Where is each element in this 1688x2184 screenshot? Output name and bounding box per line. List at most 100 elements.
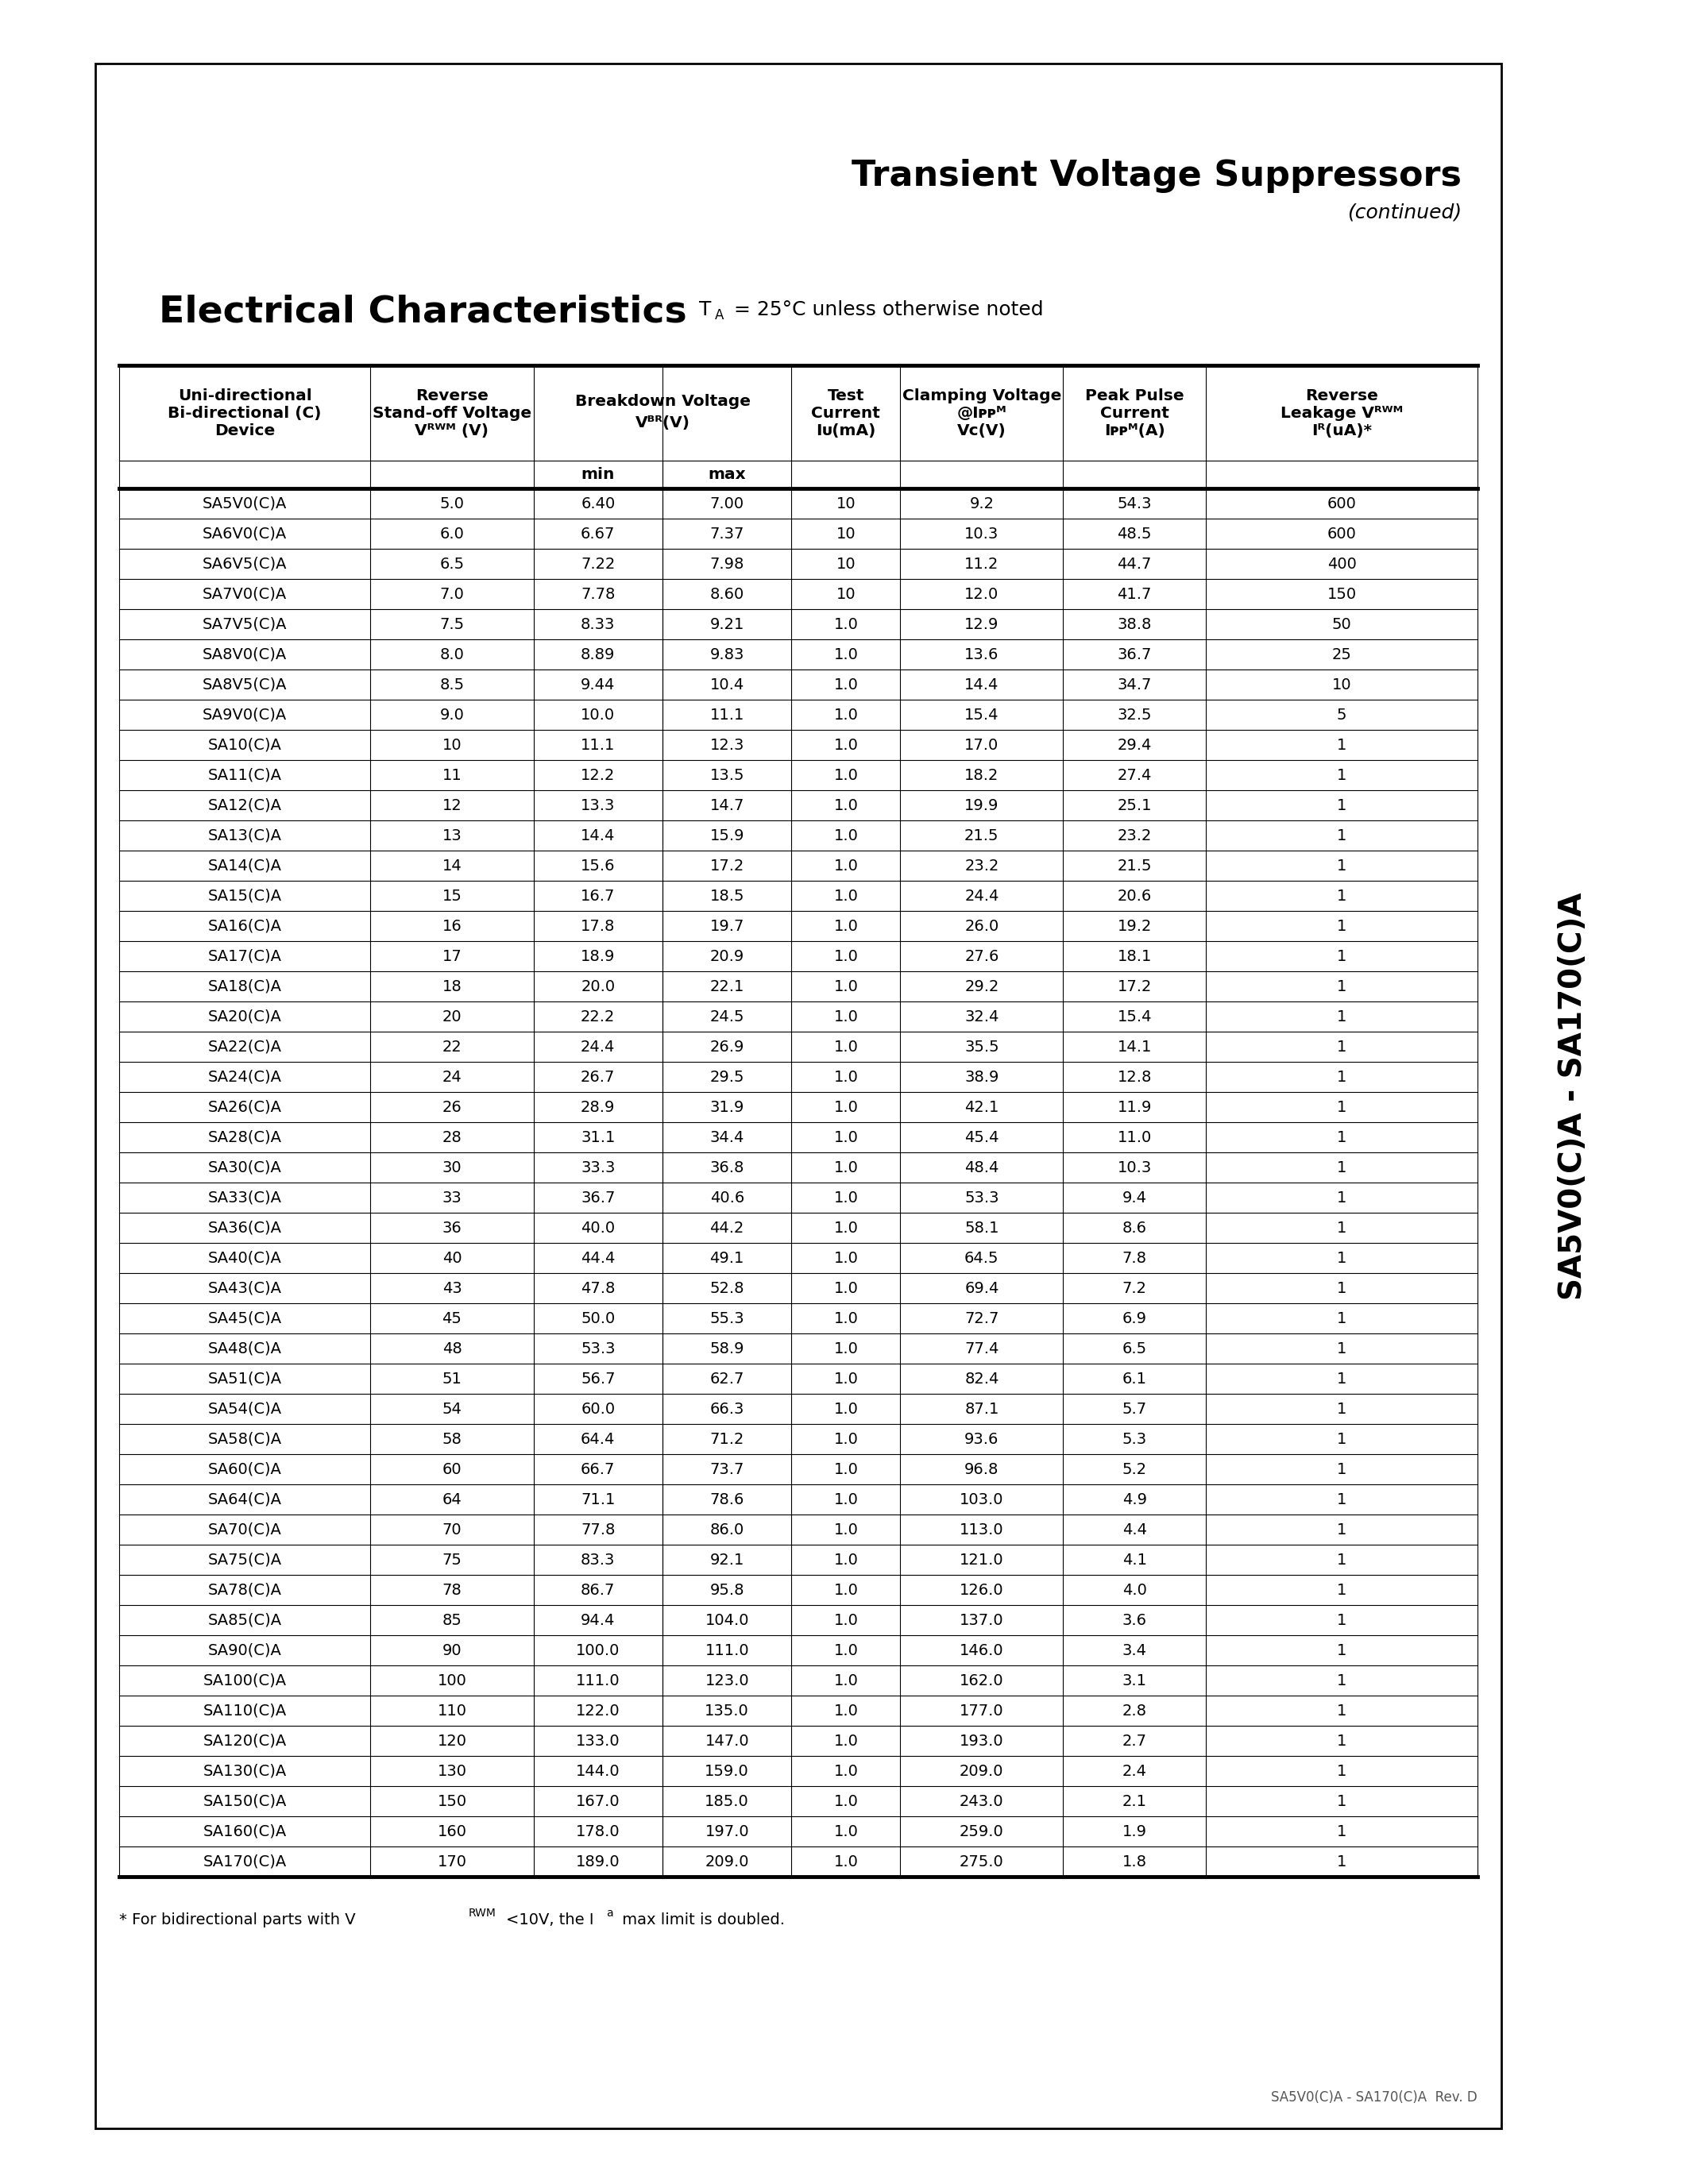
Text: 24.4: 24.4	[581, 1040, 614, 1055]
Text: 150: 150	[437, 1793, 466, 1808]
Text: Stand-off Voltage: Stand-off Voltage	[373, 406, 532, 422]
Text: Iᴘᴘᴹ(A): Iᴘᴘᴹ(A)	[1104, 424, 1165, 439]
Text: 3.4: 3.4	[1123, 1642, 1146, 1658]
Text: 17: 17	[442, 948, 463, 963]
Text: 23.2: 23.2	[1117, 828, 1151, 843]
Text: 17.0: 17.0	[964, 738, 999, 753]
Text: 36.7: 36.7	[1117, 646, 1151, 662]
Text: 64.5: 64.5	[964, 1251, 999, 1265]
Text: 66.3: 66.3	[709, 1402, 744, 1417]
Text: 18: 18	[442, 978, 463, 994]
Text: 1.0: 1.0	[834, 1704, 858, 1719]
Text: 1.0: 1.0	[834, 1221, 858, 1236]
Text: max limit is doubled.: max limit is doubled.	[618, 1913, 785, 1928]
Text: 22: 22	[442, 1040, 463, 1055]
Text: 1.0: 1.0	[834, 1854, 858, 1870]
Text: 53.3: 53.3	[964, 1190, 999, 1206]
Text: SA58(C)A: SA58(C)A	[208, 1431, 282, 1446]
Text: 11: 11	[442, 767, 463, 782]
Text: SA16(C)A: SA16(C)A	[208, 919, 282, 933]
Text: 13.3: 13.3	[581, 797, 614, 812]
Text: SA36(C)A: SA36(C)A	[208, 1221, 282, 1236]
Text: 6.67: 6.67	[581, 526, 614, 542]
Text: 1.0: 1.0	[834, 1824, 858, 1839]
Text: 100.0: 100.0	[576, 1642, 619, 1658]
Text: 51: 51	[442, 1372, 463, 1387]
Text: 1: 1	[1337, 1402, 1347, 1417]
Text: SA90(C)A: SA90(C)A	[208, 1642, 282, 1658]
Text: max: max	[707, 467, 746, 483]
Text: 54.3: 54.3	[1117, 496, 1151, 511]
Text: SA11(C)A: SA11(C)A	[208, 767, 282, 782]
Text: 55.3: 55.3	[709, 1310, 744, 1326]
Text: 45: 45	[442, 1310, 463, 1326]
Text: 1.0: 1.0	[834, 858, 858, 874]
Text: 1.0: 1.0	[834, 708, 858, 723]
Text: 123.0: 123.0	[706, 1673, 749, 1688]
Text: SA10(C)A: SA10(C)A	[208, 738, 282, 753]
Text: 10: 10	[1332, 677, 1352, 692]
Text: 6.0: 6.0	[439, 526, 464, 542]
Text: 9.21: 9.21	[709, 616, 744, 631]
Text: 13: 13	[442, 828, 463, 843]
Text: 18.2: 18.2	[964, 767, 999, 782]
Text: 34.4: 34.4	[709, 1129, 744, 1144]
Text: 10: 10	[442, 738, 463, 753]
Text: SA130(C)A: SA130(C)A	[203, 1762, 287, 1778]
Text: 26.0: 26.0	[964, 919, 999, 933]
Text: 1: 1	[1337, 1762, 1347, 1778]
Text: 78: 78	[442, 1583, 463, 1597]
Text: 71.1: 71.1	[581, 1492, 614, 1507]
Text: 209.0: 209.0	[960, 1762, 1004, 1778]
Text: 15.4: 15.4	[964, 708, 999, 723]
Text: 135.0: 135.0	[706, 1704, 749, 1719]
Text: 14.1: 14.1	[1117, 1040, 1151, 1055]
Text: 10.3: 10.3	[1117, 1160, 1151, 1175]
Text: 14: 14	[442, 858, 463, 874]
Text: 1.0: 1.0	[834, 677, 858, 692]
Text: 1.0: 1.0	[834, 1553, 858, 1568]
Text: 52.8: 52.8	[709, 1280, 744, 1295]
Text: 14.4: 14.4	[581, 828, 614, 843]
Text: 3.1: 3.1	[1123, 1673, 1146, 1688]
Text: 1: 1	[1337, 1461, 1347, 1476]
Text: SA54(C)A: SA54(C)A	[208, 1402, 282, 1417]
Text: 18.9: 18.9	[581, 948, 614, 963]
Text: 1.0: 1.0	[834, 1190, 858, 1206]
Text: 82.4: 82.4	[964, 1372, 999, 1387]
Text: 400: 400	[1327, 557, 1357, 572]
Text: 10: 10	[836, 526, 856, 542]
Text: 5.0: 5.0	[439, 496, 464, 511]
Text: 3.6: 3.6	[1123, 1612, 1146, 1627]
Text: 64: 64	[442, 1492, 463, 1507]
Text: 62.7: 62.7	[709, 1372, 744, 1387]
Text: 10.4: 10.4	[711, 677, 744, 692]
Text: SA26(C)A: SA26(C)A	[208, 1099, 282, 1114]
Text: 7.2: 7.2	[1123, 1280, 1146, 1295]
Text: 41.7: 41.7	[1117, 587, 1151, 601]
Text: 58: 58	[442, 1431, 463, 1446]
Text: 177.0: 177.0	[959, 1704, 1004, 1719]
Text: 159.0: 159.0	[706, 1762, 749, 1778]
Text: 16.7: 16.7	[581, 889, 614, 904]
Text: 600: 600	[1327, 496, 1357, 511]
Text: 12.8: 12.8	[1117, 1070, 1151, 1085]
Text: 1.0: 1.0	[834, 1341, 858, 1356]
Text: 1.0: 1.0	[834, 1673, 858, 1688]
Text: SA60(C)A: SA60(C)A	[208, 1461, 282, 1476]
Text: 111.0: 111.0	[706, 1642, 749, 1658]
Text: 4.1: 4.1	[1123, 1553, 1146, 1568]
Text: 15.6: 15.6	[581, 858, 614, 874]
Text: 8.89: 8.89	[581, 646, 614, 662]
Text: 1: 1	[1337, 1492, 1347, 1507]
Text: SA40(C)A: SA40(C)A	[208, 1251, 282, 1265]
Text: 5.3: 5.3	[1123, 1431, 1146, 1446]
Text: 18.5: 18.5	[709, 889, 744, 904]
Text: SA45(C)A: SA45(C)A	[208, 1310, 282, 1326]
Text: 167.0: 167.0	[576, 1793, 619, 1808]
Text: 16: 16	[442, 919, 463, 933]
Text: SA51(C)A: SA51(C)A	[208, 1372, 282, 1387]
Text: 1.0: 1.0	[834, 1522, 858, 1538]
Text: SA20(C)A: SA20(C)A	[208, 1009, 282, 1024]
Text: SA70(C)A: SA70(C)A	[208, 1522, 282, 1538]
